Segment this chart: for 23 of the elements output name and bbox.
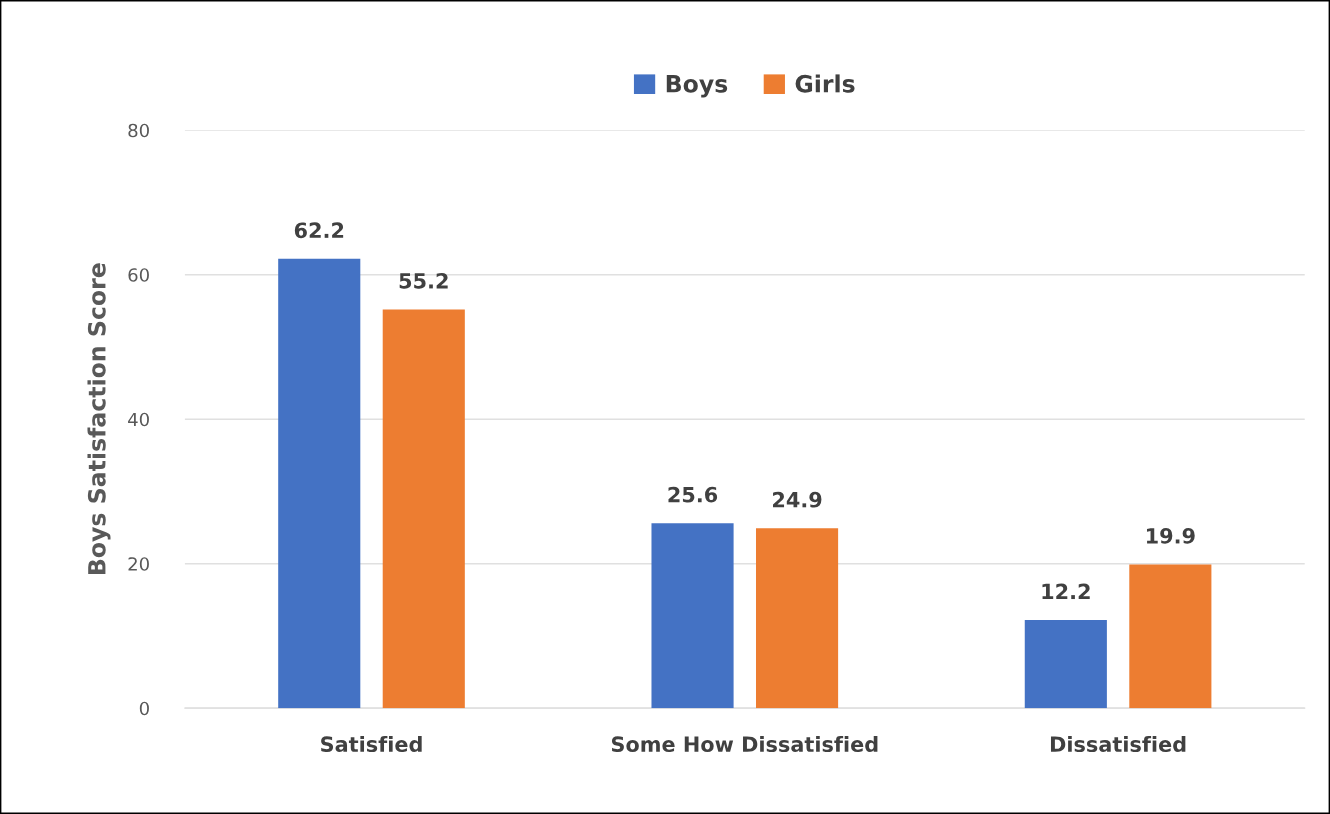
data-label: 12.2 xyxy=(1042,583,1090,600)
legend-label: Boys xyxy=(666,75,728,98)
bar xyxy=(382,309,465,709)
legend-label: Girls xyxy=(795,74,855,93)
y-tick-label: 60 xyxy=(128,268,149,282)
y-tick-label: 0 xyxy=(139,701,149,716)
x-tick-label: Satisfied xyxy=(321,735,422,753)
y-tick-label: 20 xyxy=(128,557,149,571)
bar xyxy=(1129,564,1212,709)
data-label: 25.6 xyxy=(668,486,718,503)
x-tick-label: Some How Dissatisfied xyxy=(611,735,878,753)
data-label: 55.2 xyxy=(399,272,448,289)
data-label: 62.2 xyxy=(294,222,344,239)
y-tick-label: 80 xyxy=(128,123,149,138)
y-axis-title: Boys Satisfaction Score xyxy=(87,263,111,575)
bar xyxy=(651,523,734,709)
bar xyxy=(1024,620,1107,709)
bar xyxy=(756,528,839,709)
y-tick-label: 40 xyxy=(128,412,149,427)
x-tick-label: Dissatisfied xyxy=(1050,735,1186,753)
bar xyxy=(278,258,361,709)
data-label: 19.9 xyxy=(1147,527,1195,544)
data-label: 24.9 xyxy=(773,491,822,508)
